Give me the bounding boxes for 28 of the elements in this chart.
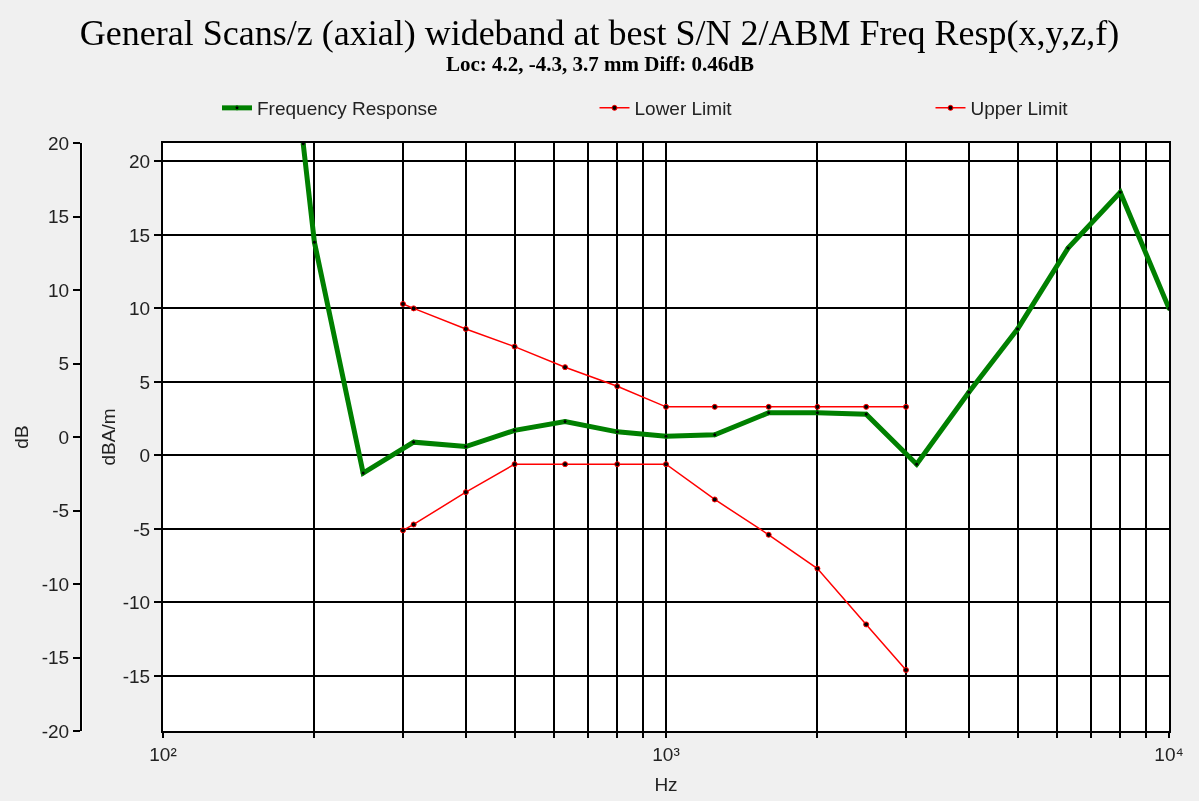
chart-subtitle: Loc: 4.2, -4.3, 3.7 mm Diff: 0.46dB bbox=[446, 52, 754, 76]
y-tick-label: 0 bbox=[139, 445, 151, 467]
y2-tick-label: 5 bbox=[58, 353, 70, 375]
legend-label: Upper Limit bbox=[970, 98, 1069, 120]
y-tick-label: -10 bbox=[122, 592, 151, 614]
chart-title: General Scans/z (axial) wideband at best S/N 2/ABM Freq Resp(x,y,z,f) bbox=[79, 12, 1120, 53]
y2-axis-title: dB bbox=[11, 425, 33, 449]
y-axis-title: dBA/m bbox=[98, 408, 120, 466]
x-tick-label: 10³ bbox=[652, 743, 680, 765]
y2-tick-label: 20 bbox=[48, 132, 70, 154]
y2-tick-label: 0 bbox=[58, 426, 70, 448]
legend-label: Lower Limit bbox=[634, 98, 733, 120]
y-tick-label: 5 bbox=[139, 371, 151, 393]
y-tick-label: -5 bbox=[133, 518, 151, 540]
y2-tick-label: -20 bbox=[41, 720, 70, 742]
y2-tick-label: -5 bbox=[52, 500, 70, 522]
y-tick-label: 10 bbox=[129, 298, 151, 320]
y-tick-label: -15 bbox=[122, 665, 151, 687]
x-axis-title: Hz bbox=[654, 774, 678, 796]
y2-tick-label: -15 bbox=[41, 647, 70, 669]
x-tick-label: 10⁴ bbox=[1154, 743, 1184, 765]
y2-tick-label: 15 bbox=[48, 206, 70, 228]
y2-tick-label: 10 bbox=[48, 279, 70, 301]
x-tick-label: 10² bbox=[149, 743, 177, 765]
y2-tick-label: -10 bbox=[41, 573, 70, 595]
y-tick-label: 15 bbox=[129, 224, 151, 246]
legend-label: Frequency Response bbox=[257, 98, 438, 120]
y-tick-label: 20 bbox=[129, 151, 151, 173]
